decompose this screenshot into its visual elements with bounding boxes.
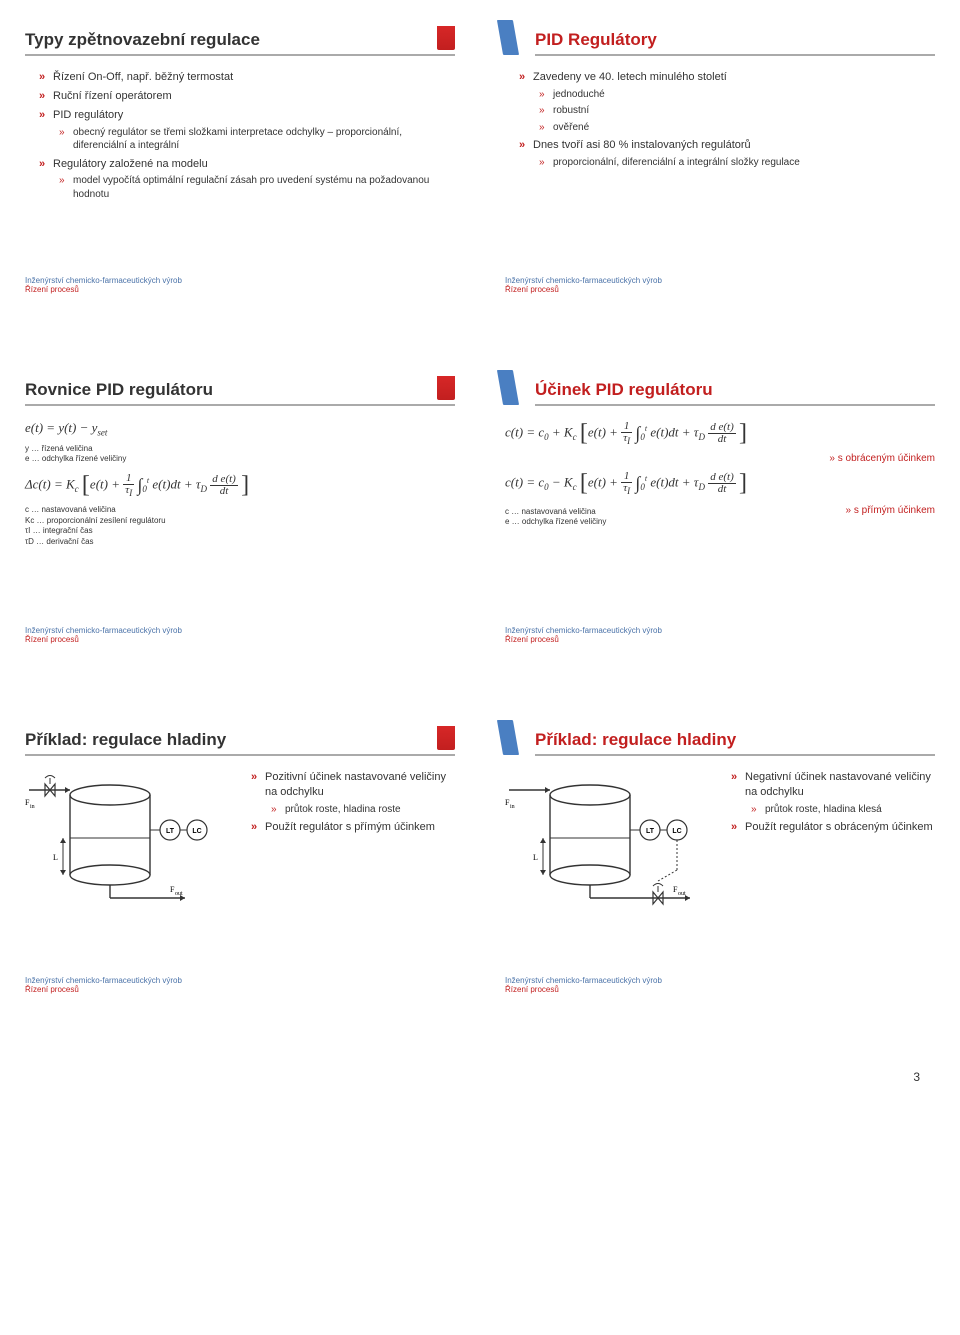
- sub-bullet: jednoduché: [539, 88, 935, 102]
- accent-right-red: [437, 376, 455, 400]
- page-number: 3: [10, 1070, 950, 1084]
- slide-pid-regulators: PID Regulátory Zavedeny ve 40. letech mi…: [490, 20, 950, 300]
- legend-error: y … řízená veličina e … odchylka řízené …: [25, 444, 455, 465]
- accent-right-red: [437, 26, 455, 50]
- accent-left-blue: [497, 370, 519, 405]
- slide-level-example-2: Příklad: regulace hladiny Fin: [490, 720, 950, 1000]
- note-reverse: s obráceným účinkem: [505, 453, 935, 464]
- slide-title: PID Regulátory: [535, 30, 935, 56]
- equation-c-minus: c(t) = c0 − Kc [e(t) + 1τI ∫0t e(t)dt + …: [505, 470, 935, 497]
- slide-title: Typy zpětnovazební regulace: [25, 30, 455, 56]
- svg-text:L: L: [533, 853, 538, 862]
- accent-right-red: [437, 726, 455, 750]
- svg-text:LC: LC: [192, 828, 201, 835]
- bullet-item: Zavedeny ve 40. letech minulého století …: [519, 70, 935, 134]
- slide-footer: Inženýrství chemicko-farmaceutických výr…: [505, 626, 662, 644]
- legend-controller: c … nastavovaná veličina Kc … proporcion…: [25, 505, 455, 547]
- bullet-item: Dnes tvoří asi 80 % instalovaných regulá…: [519, 138, 935, 169]
- tank-diagram-inlet-top: Fin L Fout: [25, 770, 225, 910]
- equation-delta-c: Δc(t) = Kc [e(t) + 1τI ∫0t e(t)dt + τD d…: [25, 472, 455, 499]
- note-direct: s přímým účinkem: [846, 505, 935, 516]
- slide-footer: Inženýrství chemicko-farmaceutických výr…: [25, 976, 182, 994]
- slide-footer: Inženýrství chemicko-farmaceutických výr…: [25, 276, 182, 294]
- equation-c-plus: c(t) = c0 + Kc [e(t) + 1τI ∫0t e(t)dt + …: [505, 420, 935, 447]
- sub-bullet: obecný regulátor se třemi složkami inter…: [59, 126, 455, 153]
- equation-error: e(t) = y(t) − yset: [25, 420, 455, 438]
- sub-bullet: ověřené: [539, 121, 935, 135]
- svg-text:L: L: [53, 853, 58, 862]
- sub-bullet: robustní: [539, 104, 935, 118]
- bullet-item: Regulátory založené na modelu model vypo…: [39, 157, 455, 202]
- svg-text:in: in: [30, 804, 35, 810]
- bullet-item: Použít regulátor s přímým účinkem: [251, 820, 455, 835]
- slide-title: Příklad: regulace hladiny: [25, 730, 455, 756]
- sub-bullet: model vypočítá optimální regulační zásah…: [59, 174, 455, 201]
- svg-text:LT: LT: [646, 828, 655, 835]
- title-text: Typy zpětnovazební regulace: [25, 30, 260, 49]
- slide-footer: Inženýrství chemicko-farmaceutických výr…: [25, 626, 182, 644]
- bullet-item: Řízení On-Off, např. běžný termostat: [39, 70, 455, 85]
- slide-pid-equation: Rovnice PID regulátoru e(t) = y(t) − yse…: [10, 370, 470, 650]
- sub-bullet: proporcionální, diferenciální a integrál…: [539, 156, 935, 170]
- slide-title: Rovnice PID regulátoru: [25, 380, 455, 406]
- sub-bullet: průtok roste, hladina roste: [271, 803, 455, 817]
- bullet-item: Použít regulátor s obráceným účinkem: [731, 820, 935, 835]
- bullet-list: Řízení On-Off, např. běžný termostat Ruč…: [25, 70, 455, 201]
- bullet-item: PID regulátory obecný regulátor se třemi…: [39, 108, 455, 153]
- accent-left-blue: [497, 720, 519, 755]
- svg-text:LT: LT: [166, 828, 175, 835]
- slide-types-feedback: Typy zpětnovazební regulace Řízení On-Of…: [10, 20, 470, 300]
- legend-effect: c … nastavovaná veličina e … odchylka ří…: [505, 507, 606, 528]
- svg-text:out: out: [175, 891, 183, 897]
- sub-bullet: průtok roste, hladina klesá: [751, 803, 935, 817]
- slide-footer: Inženýrství chemicko-farmaceutických výr…: [505, 976, 662, 994]
- slide-pid-effect: Účinek PID regulátoru c(t) = c0 + Kc [e(…: [490, 370, 950, 650]
- bullet-item: Negativní účinek nastavované veličiny na…: [731, 770, 935, 816]
- accent-left-blue: [497, 20, 519, 55]
- slide-title: Účinek PID regulátoru: [535, 380, 935, 406]
- bullet-item: Pozitivní účinek nastavované veličiny na…: [251, 770, 455, 816]
- slide-title: Příklad: regulace hladiny: [535, 730, 935, 756]
- slide-footer: Inženýrství chemicko-farmaceutických výr…: [505, 276, 662, 294]
- bullet-list: Pozitivní účinek nastavované veličiny na…: [237, 770, 455, 839]
- slide-level-example-1: Příklad: regulace hladiny Fin: [10, 720, 470, 1000]
- svg-text:out: out: [678, 891, 686, 897]
- bullet-item: Ruční řízení operátorem: [39, 89, 455, 104]
- svg-text:LC: LC: [672, 828, 681, 835]
- bullet-list: Zavedeny ve 40. letech minulého století …: [505, 70, 935, 170]
- bullet-list: Negativní účinek nastavované veličiny na…: [717, 770, 935, 839]
- tank-diagram-outlet-valve: Fin L: [505, 770, 705, 910]
- svg-text:in: in: [510, 804, 515, 810]
